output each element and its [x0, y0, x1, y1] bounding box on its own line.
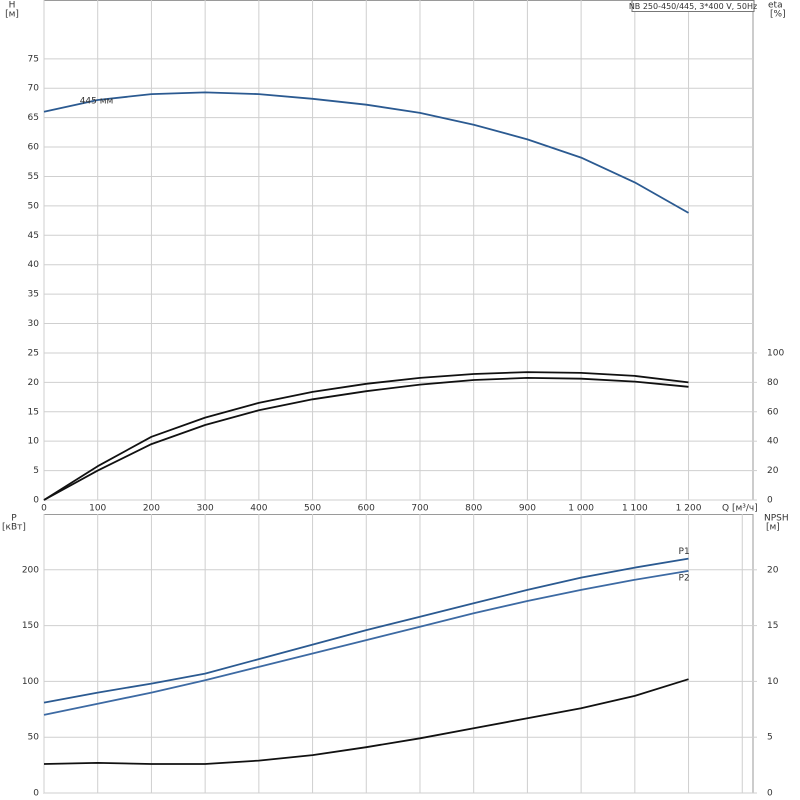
x-tick-label: 300 — [197, 504, 214, 514]
x-tick-label: 1 200 — [676, 504, 702, 514]
y-tick-label: 65 — [28, 113, 39, 123]
y2-tick-label: 80 — [767, 378, 779, 388]
series-line — [43, 377, 689, 501]
y-tick-label: 0 — [33, 496, 39, 506]
y-axis-unit: [м] — [5, 10, 19, 20]
series-label: 445 мм — [80, 97, 114, 107]
chart-title: NB 250-450/445, 3*400 V, 50Hz — [629, 2, 757, 11]
series-line — [43, 91, 689, 214]
y2-axis-unit: [м] — [766, 523, 780, 533]
y-tick-label: 60 — [28, 143, 40, 153]
y2-tick-label: 10 — [767, 677, 779, 687]
y2-axis-label: eta — [768, 1, 783, 11]
x-tick-label: 500 — [304, 504, 321, 514]
y-tick-label: 40 — [28, 260, 40, 270]
y2-tick-label: 40 — [767, 437, 779, 447]
y2-tick-label: 60 — [767, 407, 779, 417]
x-axis-label: Q [м³/ч] — [722, 504, 758, 514]
x-tick-label: 700 — [411, 504, 428, 514]
title-box — [631, 0, 755, 12]
series-label: P1 — [679, 547, 690, 557]
y2-tick-label: 20 — [767, 565, 779, 575]
y-axis-label: P — [11, 514, 17, 524]
y2-axis-label: NPSH — [764, 514, 789, 524]
y-tick-label: 45 — [28, 231, 39, 241]
y-tick-label: 100 — [22, 677, 39, 687]
x-tick-label: 400 — [250, 504, 267, 514]
y-tick-label: 150 — [22, 621, 39, 631]
x-tick-label: 1 100 — [622, 504, 648, 514]
y-axis-label: H — [9, 1, 16, 11]
y2-tick-label: 100 — [767, 348, 784, 358]
y-tick-label: 200 — [22, 565, 39, 575]
y-tick-label: 50 — [28, 201, 40, 211]
x-tick-label: 1 000 — [568, 504, 594, 514]
y-tick-label: 20 — [28, 378, 40, 388]
x-tick-label: 900 — [519, 504, 536, 514]
x-tick-label: 800 — [465, 504, 482, 514]
series-line — [43, 371, 689, 501]
y-tick-label: 75 — [28, 54, 39, 64]
y2-axis-unit: [%] — [770, 10, 786, 20]
y-axis-unit: [кВт] — [2, 523, 26, 533]
y2-tick-label: 0 — [767, 496, 773, 506]
y-tick-label: 5 — [33, 466, 39, 476]
plot-frame — [43, 514, 754, 794]
x-tick-label: 200 — [143, 504, 160, 514]
x-tick-label: 600 — [358, 504, 375, 514]
y2-tick-label: 20 — [767, 466, 779, 476]
y2-tick-label: 0 — [767, 789, 773, 799]
x-tick-label: 0 — [41, 504, 47, 514]
y2-tick-label: 15 — [767, 621, 778, 631]
y-tick-label: 35 — [28, 290, 39, 300]
y-tick-label: 10 — [28, 437, 40, 447]
series-line — [43, 557, 689, 704]
series-label: P2 — [679, 573, 690, 583]
series-line — [43, 678, 689, 765]
x-tick-label: 100 — [89, 504, 106, 514]
y-tick-label: 55 — [28, 172, 39, 182]
y2-tick-label: 5 — [767, 733, 773, 743]
y-tick-label: 0 — [33, 789, 39, 799]
series-line — [43, 570, 689, 716]
y-tick-label: 70 — [28, 84, 40, 94]
y-tick-label: 30 — [28, 319, 40, 329]
y-tick-label: 15 — [28, 407, 39, 417]
y-tick-label: 50 — [28, 733, 40, 743]
y-tick-label: 25 — [28, 348, 39, 358]
plot-frame — [43, 0, 754, 501]
